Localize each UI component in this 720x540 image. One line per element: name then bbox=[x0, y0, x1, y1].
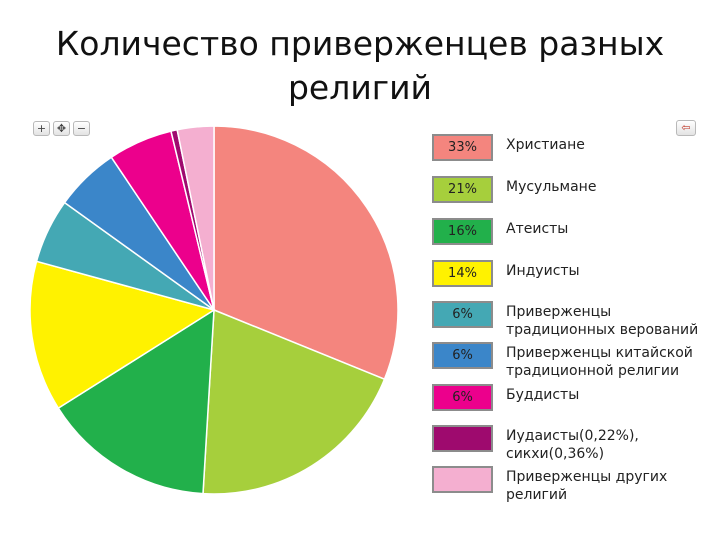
legend-item-7: 6% Буддисты bbox=[432, 382, 712, 414]
zoom-toolbar: + ✥ − bbox=[33, 121, 90, 136]
pan-icon[interactable]: ✥ bbox=[53, 121, 70, 136]
legend-label-9: Приверженцы других религий bbox=[506, 469, 668, 503]
legend-label-5: Приверженцы традиционных верований bbox=[506, 304, 699, 338]
legend-label-2: Мусульмане bbox=[506, 179, 597, 195]
pie-slice-1[interactable] bbox=[213, 125, 399, 381]
legend-swatch-5: 6% bbox=[432, 301, 493, 328]
legend-label-3: Атеисты bbox=[506, 221, 569, 237]
legend-swatch-7: 6% bbox=[432, 384, 493, 411]
legend-item-4: 14% Индуисты bbox=[432, 258, 712, 290]
legend-swatch-4: 14% bbox=[432, 260, 493, 287]
legend-label-7: Буддисты bbox=[506, 387, 580, 403]
legend-swatch-6: 6% bbox=[432, 342, 493, 369]
legend-swatch-9 bbox=[432, 466, 493, 493]
legend-swatch-2: 21% bbox=[432, 176, 493, 203]
zoom-out-icon[interactable]: − bbox=[73, 121, 90, 136]
legend-item-3: 16% Атеисты bbox=[432, 216, 712, 248]
legend-label-8: Иудаисты(0,22%), сикхи(0,36%) bbox=[506, 428, 639, 462]
legend-label-6: Приверженцы китайской традиционной религ… bbox=[506, 345, 693, 379]
legend-swatch-8 bbox=[432, 425, 493, 452]
legend-label-4: Индуисты bbox=[506, 263, 580, 279]
chart-title-line-2: религий bbox=[287, 68, 433, 107]
pie-slice-3[interactable] bbox=[57, 308, 215, 495]
legend-item-1: 33% Христиане bbox=[432, 132, 712, 164]
legend-label-1: Христиане bbox=[506, 137, 585, 153]
legend-item-6: 6% Приверженцы китайской традиционной рел… bbox=[432, 340, 712, 379]
back-icon[interactable]: ⇦ bbox=[676, 120, 696, 136]
legend-swatch-3: 16% bbox=[432, 218, 493, 245]
chart-title: Количество приверженцев разных религий bbox=[0, 22, 720, 110]
pie-slice-9[interactable] bbox=[176, 125, 215, 311]
legend-item-8: Иудаисты(0,22%), сикхи(0,36%) bbox=[432, 423, 712, 462]
pie-slice-2[interactable] bbox=[202, 308, 386, 495]
chart-title-line-1: Количество приверженцев разных bbox=[55, 24, 665, 63]
legend-swatch-1: 33% bbox=[432, 134, 493, 161]
legend-item-2: 21% Мусульмане bbox=[432, 174, 712, 206]
legend-item-5: 6% Приверженцы традиционных верований bbox=[432, 299, 712, 338]
zoom-in-icon[interactable]: + bbox=[33, 121, 50, 136]
legend-item-9: Приверженцы других религий bbox=[432, 464, 712, 503]
